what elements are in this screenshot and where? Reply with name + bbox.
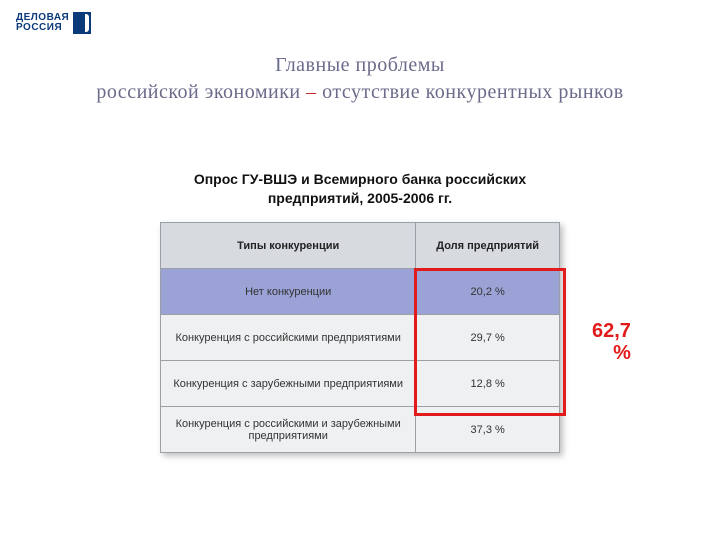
title-line1: Главные проблемы (0, 52, 720, 79)
callout-value: 62,7 % (592, 320, 631, 364)
subtitle-l2: предприятий, 2005-2006 гг. (0, 189, 720, 208)
cell-type: Нет конкуренции (161, 269, 416, 315)
cell-share: 12,8 % (416, 361, 560, 407)
table-header-row: Типы конкуренции Доля предприятий (161, 223, 560, 269)
callout-l1: 62,7 (592, 320, 631, 342)
title-line2: российской экономики – отсутствие конкур… (0, 79, 720, 106)
title-dash: – (301, 81, 323, 103)
cell-share: 37,3 % (416, 407, 560, 453)
title-line2a: российской экономики (96, 81, 300, 103)
slide-title: Главные проблемы российской экономики – … (0, 52, 720, 106)
cell-type: Конкуренция с российскими предприятиями (161, 315, 416, 361)
logo-text: ДЕЛОВАЯ РОССИЯ (16, 13, 69, 34)
logo-text-line2: РОССИЯ (16, 23, 69, 34)
table-row: Конкуренция с зарубежными предприятиями1… (161, 361, 560, 407)
table-row: Нет конкуренции20,2 % (161, 269, 560, 315)
competition-table: Типы конкуренции Доля предприятий Нет ко… (160, 222, 560, 453)
cell-type: Конкуренция с российскими и зарубежными … (161, 407, 416, 453)
th-share: Доля предприятий (416, 223, 560, 269)
th-type: Типы конкуренции (161, 223, 416, 269)
subtitle-l1: Опрос ГУ-ВШЭ и Всемирного банка российск… (0, 170, 720, 189)
title-line2b: отсутствие конкурентных рынков (322, 81, 624, 103)
table: Типы конкуренции Доля предприятий Нет ко… (160, 222, 560, 453)
callout-l2: % (592, 342, 631, 364)
logo: ДЕЛОВАЯ РОССИЯ (16, 12, 91, 34)
logo-badge-icon (73, 12, 91, 34)
cell-share: 20,2 % (416, 269, 560, 315)
cell-type: Конкуренция с зарубежными предприятиями (161, 361, 416, 407)
table-row: Конкуренция с российскими и зарубежными … (161, 407, 560, 453)
subtitle: Опрос ГУ-ВШЭ и Всемирного банка российск… (0, 170, 720, 208)
table-row: Конкуренция с российскими предприятиями2… (161, 315, 560, 361)
cell-share: 29,7 % (416, 315, 560, 361)
